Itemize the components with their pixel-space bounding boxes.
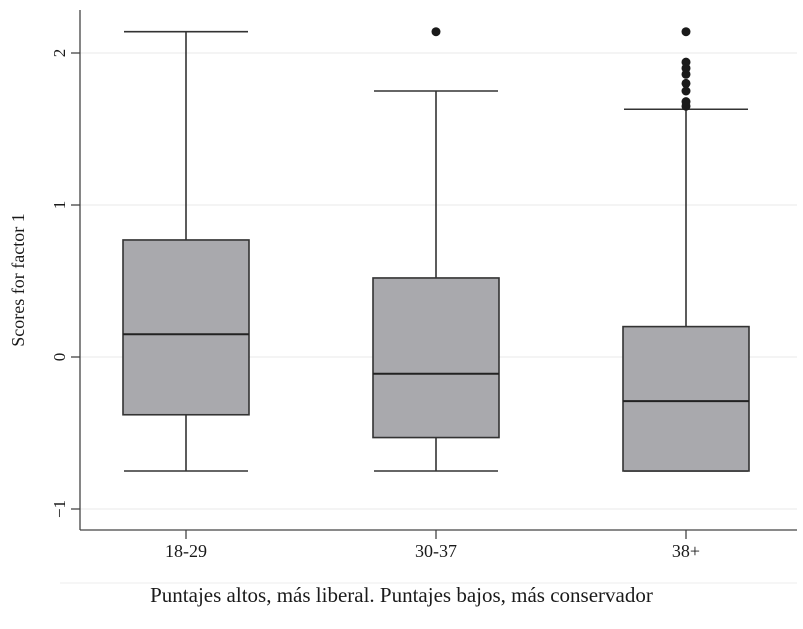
- box-30-37: [372, 27, 500, 472]
- iqr-box: [372, 277, 500, 439]
- y-tick-label: −1: [50, 500, 69, 518]
- outlier-point: [681, 57, 691, 67]
- x-tick-label: 30-37: [415, 541, 457, 561]
- box-38+: [622, 27, 750, 472]
- outlier-point: [431, 27, 441, 37]
- axes: [79, 10, 797, 531]
- x-tick-label: 38+: [672, 541, 700, 561]
- x-tick-label: 18-29: [165, 541, 207, 561]
- iqr-box: [622, 325, 750, 472]
- outlier-point: [681, 78, 691, 88]
- iqr-box: [122, 239, 250, 416]
- chart-caption: Puntajes altos, más liberal. Puntajes ba…: [150, 583, 653, 607]
- y-tick-label: 1: [50, 201, 69, 210]
- box-layer: [122, 27, 750, 472]
- y-axis-label: Scores for factor 1: [8, 213, 28, 346]
- y-tick-label: 2: [50, 49, 69, 58]
- box-18-29: [122, 30, 250, 472]
- outlier-point: [681, 27, 691, 37]
- outlier-point: [681, 86, 691, 96]
- ticks: −1 0 1 2 18-29 30-37 38+: [50, 49, 700, 561]
- y-tick-label: 0: [50, 353, 69, 362]
- outlier-point: [681, 97, 691, 107]
